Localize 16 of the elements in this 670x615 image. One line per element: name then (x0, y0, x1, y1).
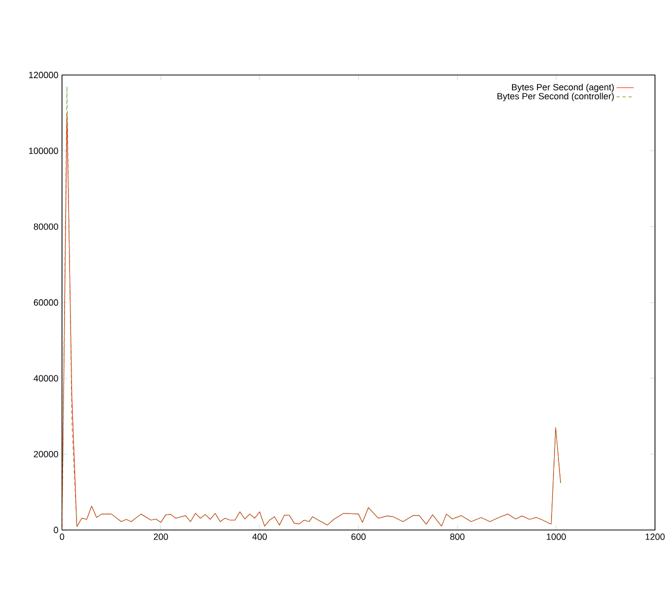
x-tick-label: 200 (154, 534, 168, 540)
x-tick-label: 600 (351, 534, 366, 540)
y-tick-label: 0 (54, 526, 58, 534)
x-tick-label: 1000 (546, 534, 566, 540)
x-tick-label: 400 (252, 534, 267, 540)
y-tick-label: 80000 (34, 223, 58, 230)
y-tick-label: 100000 (29, 148, 58, 154)
x-tick-label: 0 (60, 534, 64, 540)
y-tick-label: 60000 (34, 299, 58, 306)
y-tick-label: 40000 (34, 375, 58, 382)
legend-label: Bytes Per Second (controller) (498, 92, 614, 102)
y-tick-label: 120000 (29, 72, 58, 78)
y-tick-label: 20000 (34, 450, 58, 458)
legend-label: Bytes Per Second (agent) (512, 84, 614, 92)
x-tick-label: 800 (450, 534, 464, 540)
x-tick-label: 1200 (646, 534, 665, 540)
